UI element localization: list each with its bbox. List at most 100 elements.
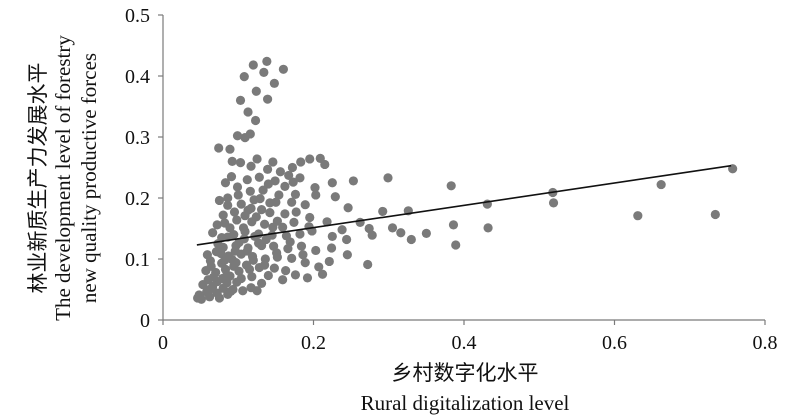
data-point [290,270,301,280]
data-point [238,223,249,233]
data-point [245,186,255,196]
data-point [287,162,298,173]
data-point [342,250,352,260]
data-point [220,178,231,188]
data-point [230,246,240,256]
data-point [202,250,212,260]
data-point [216,248,226,259]
data-point [255,194,265,204]
data-point [291,207,301,217]
data-point [446,181,456,191]
data-point [311,190,321,200]
data-point [448,220,459,230]
y-tick-label: 0.4 [125,66,150,88]
data-point [232,215,242,225]
data-point [220,264,231,274]
data-point [296,241,307,251]
data-point [226,286,236,296]
data-point [483,223,493,233]
data-point [238,286,248,296]
data-point [296,157,306,167]
data-point [275,167,285,177]
data-point [206,261,216,271]
data-point [451,240,461,250]
data-point [278,64,288,74]
data-point [387,223,398,233]
data-point [240,211,250,221]
data-point [239,234,249,244]
data-point [656,179,666,190]
data-point [310,183,320,193]
data-point [259,67,269,77]
data-point [268,222,278,232]
data-point [287,197,297,207]
data-point [245,129,255,139]
data-point [300,200,310,210]
data-point [348,176,358,186]
data-point [198,280,208,290]
data-point [295,173,305,183]
data-point [193,293,203,303]
trendline [196,164,732,246]
data-point [218,210,228,220]
y-axis-title-english-line1: The development level of forestry [51,35,75,321]
data-point [251,86,261,96]
data-point [232,131,243,141]
data-point [225,223,235,233]
data-point [242,175,252,185]
data-points [193,56,738,304]
data-point [223,193,233,203]
data-point [265,208,275,218]
data-point [272,248,282,258]
data-point [268,157,278,167]
data-point [250,115,261,126]
data-point [214,293,225,303]
data-point [262,56,272,66]
data-point [330,192,340,202]
data-point [234,266,244,276]
data-point [278,222,288,232]
data-point [406,234,416,245]
data-point [326,243,337,253]
data-point [337,225,347,235]
data-point [231,258,241,268]
data-point [214,143,224,153]
data-point [256,204,267,215]
data-point [280,209,290,219]
data-point [259,260,270,270]
data-point [213,239,223,249]
data-point [239,72,249,82]
data-point [243,107,253,117]
data-point [281,265,291,276]
data-point [287,253,297,263]
data-point [311,245,321,256]
data-point [253,238,264,248]
y-axis-title-chinese: 林业新质生产力发展水平 [26,63,50,294]
data-point [280,181,290,192]
data-point [295,229,305,239]
data-point [355,217,365,227]
data-point [220,255,230,265]
data-point [262,94,273,104]
x-axis-title-english: Rural digitalization level [361,391,570,415]
data-point [421,228,431,238]
data-point [208,228,218,238]
data-point [300,258,310,268]
data-point [305,154,315,164]
data-point [246,203,256,213]
data-point [314,262,324,272]
y-tick-label: 0.5 [125,5,150,27]
x-tick-label: 0 [158,332,168,354]
x-tick-label: 0.8 [753,332,778,354]
data-point [252,154,262,164]
y-tick-label: 0.1 [125,249,150,271]
data-point [223,200,233,210]
data-point [229,207,240,217]
data-point [248,60,258,70]
data-point [363,259,373,270]
y-tick-label: 0.2 [125,188,150,210]
data-point [225,144,235,154]
data-point [247,272,257,282]
data-point [217,273,228,284]
